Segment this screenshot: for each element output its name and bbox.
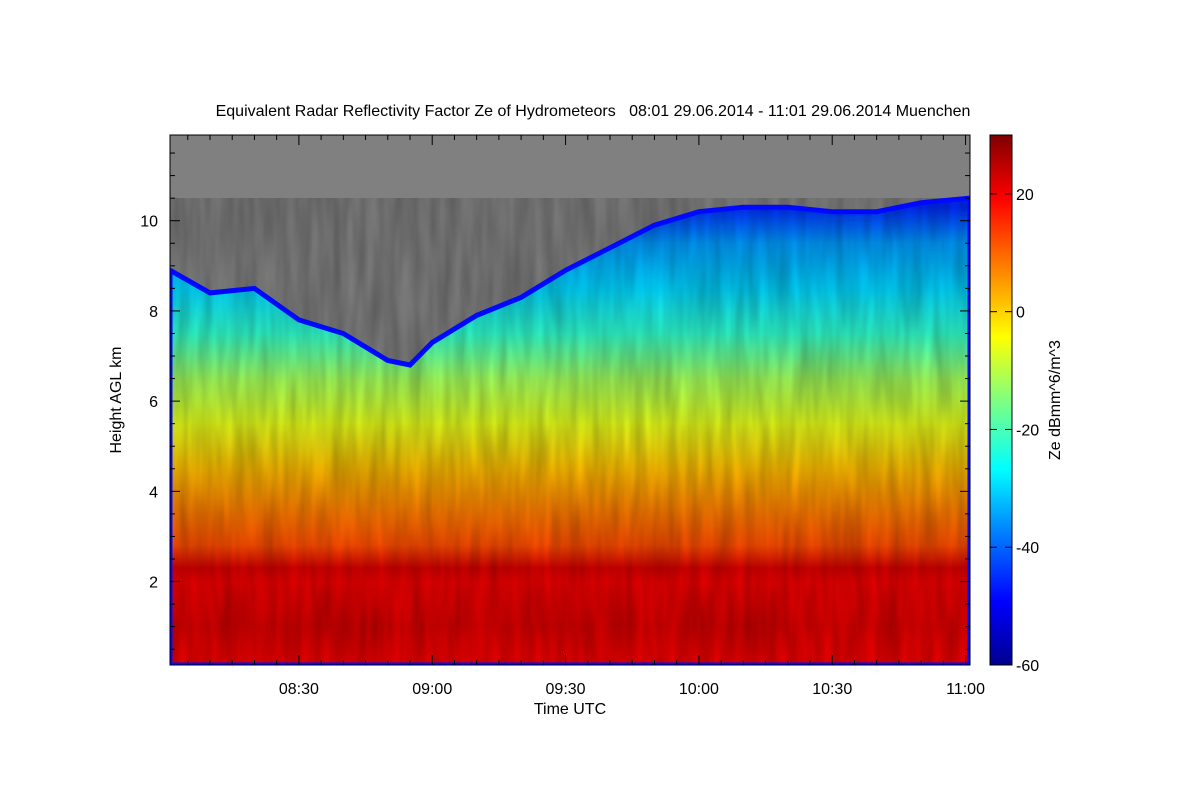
- x-tick-labels: 08:30 09:00 09:30 10:00 10:30 11:00: [279, 681, 985, 698]
- x-axis-label: Time UTC: [534, 701, 606, 718]
- y-axis-label: Height AGL km: [108, 346, 125, 453]
- reflectivity-heatmap: [170, 195, 970, 665]
- y-tick-label: 2: [149, 575, 158, 592]
- colorbar-label: Ze dBmm^6/m^3: [1047, 340, 1064, 460]
- colorbar-tick-label: 20: [1016, 187, 1034, 204]
- echo-texture: [170, 198, 970, 665]
- y-tick-label: 8: [149, 304, 158, 321]
- y-tick-label: 6: [149, 394, 158, 411]
- chart-title: Equivalent Radar Reflectivity Factor Ze …: [216, 103, 971, 120]
- colorbar-tick-label: 0: [1016, 305, 1025, 322]
- plot-frame: [169, 134, 971, 666]
- colorbar: [989, 134, 1013, 666]
- colorbar-tick-label: -20: [1016, 422, 1039, 439]
- colorbar-ticks: 20 0 -20 -40 -60: [990, 187, 1039, 675]
- x-tick-label: 08:30: [279, 681, 319, 698]
- x-tick-label: 09:00: [412, 681, 452, 698]
- y-tick-label: 10: [140, 214, 158, 231]
- y-tick-label: 4: [149, 484, 158, 501]
- y-tick-labels: 2 4 6 8 10: [140, 214, 158, 592]
- axis-ticks: [170, 135, 970, 665]
- colorbar-tick-label: -40: [1016, 540, 1039, 557]
- echo-top-edge: [170, 195, 970, 665]
- x-tick-label: 10:30: [812, 681, 852, 698]
- x-tick-label: 10:00: [679, 681, 719, 698]
- x-tick-label: 11:00: [946, 681, 985, 698]
- colorbar-tick-label: -60: [1016, 658, 1039, 675]
- x-tick-label: 09:30: [546, 681, 586, 698]
